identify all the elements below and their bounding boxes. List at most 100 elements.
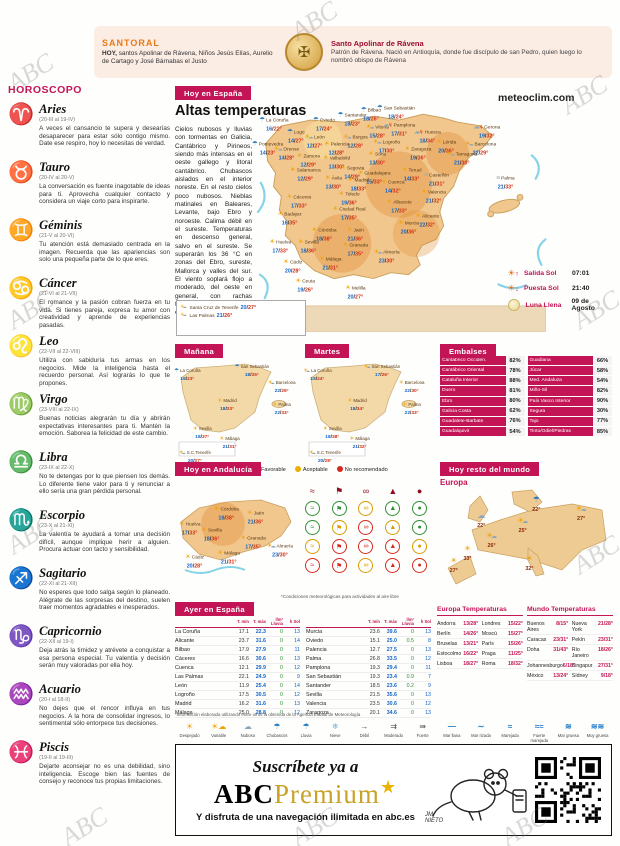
city-temp: 18/27° [463,660,479,667]
station-value: 12 [294,709,300,716]
city-name: Jaén [353,228,364,234]
station-value: 7 [428,673,431,680]
city-name: Santander [344,113,367,119]
reservoir-row: Duero 81% [440,386,525,396]
station-value: 0 [411,628,414,635]
mouse-cartoon: JM NIETO [425,750,535,830]
reservoir-percent: 78% [505,366,525,376]
sea4-icon: ≋ [565,722,572,731]
cartoon-signature: JM NIETO [425,812,444,824]
city-temps: 18/38° [325,434,340,440]
city-temp-pair: Caracas 23/31° [527,637,568,643]
max-temp: 32° [486,133,495,140]
europe-map-svg [447,489,607,585]
city-name: La Coruña [311,367,332,373]
sunset-label: Puesta Sol [524,285,559,292]
city-temp-pair: Nueva York 21/28° [572,621,613,633]
map-city: ☀Murcia 20/36° [398,212,419,236]
premium-star-icon: ★ [379,777,398,797]
min-temp: 21 [347,236,354,243]
city-temp: 31/43° [553,646,569,653]
legend-label: Lluvia [300,733,312,738]
min-temp: 21 [220,559,227,566]
yesterday-row: Málaga 25.0 28.8 0 12 [175,709,300,718]
reservoir-row: Miño-Sil 82% [527,386,612,396]
city-temps: 18/23° [344,121,360,128]
ad-text-block: Suscríbete ya a ABCPremium★ Y disfruta d… [176,757,425,823]
martes-map: ☀☁La Coruña 15/24° ☀☁San Sebastián 17/26° ☀B… [303,355,429,464]
station-value: 29.9 [255,664,266,671]
max-temp: 26° [381,372,389,378]
min-temp: 21 [453,159,460,166]
reservoir-name: Cataluña Interior [440,376,506,386]
station-name: Madrid [175,700,192,707]
map-city: ☀Segovia 14/29° [340,156,364,181]
min-temp: 20 [240,305,247,311]
map-city: ☀Sevilla 18/36° [201,519,222,543]
europe-temp: 22° [477,523,486,530]
max-temp: 28° [324,458,332,464]
reservoir-row: Cataluña Interior 88% [440,376,525,386]
sun-icon: ☀ [323,140,330,148]
city-temp-pair: México 13/24° [527,673,568,679]
legend-label: Débil [359,733,370,738]
city-name: Granada [247,536,266,542]
reservoir-percent: 82% [593,386,612,396]
city-name: La Coruña [180,367,201,373]
sun-icon: ☀ [368,149,374,157]
sign-text: La conversación es fuente inagotable de … [39,183,170,206]
reservoir-name: Guadalquivir [440,426,506,437]
horoscope-sign-escorpio: ♏ Escorpio (23-X al 21-XI) La valentía te a… [8,508,170,565]
reservoir-name: País Vasco Interior [527,396,593,406]
city-temp-pair: Buenos Aires 8/15° [527,621,568,633]
column-header: T. máx [253,619,266,625]
legend-item-sea0: — Mar llana [437,722,466,743]
reservoirs-table: Cantábrico Occiden. 82% Cantábrico Orienta… [440,356,612,437]
city-name: Huelva [276,240,292,246]
zodiac-icon-escorpio: ♏ [8,509,35,532]
city-name: Palencia [330,142,350,148]
sun-icon: ☀ [277,209,284,217]
reservoir-name: Segura [527,406,593,416]
city-name: Madrid [354,178,370,184]
yesterday-row: Logroño 17.5 30.5 0 12 [175,691,300,700]
temps-row: Doha 31/43° Río Janeiro 18/26° [527,645,613,662]
map-city: ☀☁San Sebastián 17/26° [364,355,401,378]
santoral-title: SANTORAL [102,38,160,48]
max-temp: 33° [298,203,307,210]
map-city: ☀☁Vitoria 15/28° [366,116,389,140]
map-city: ☀☁Burgos 12/28° [343,125,368,150]
legend-item-sun: ☀ Despejado [175,722,204,743]
city-temps: 20/36° [438,147,454,154]
activity-status-red: ∞ [358,520,374,535]
cloud-icon: ☁ [270,543,276,549]
legend-item-sea1: ∼ Mar rizada [466,722,495,743]
city-temps: 18/33° [220,406,235,412]
activity-status-red: ≈ [304,558,320,573]
city-temps: 17/33° [272,248,288,255]
city-temp-pair: Doha 31/43° [527,647,568,659]
sun-icon: ☀ [178,520,185,528]
activity-icon-ciclismo: ∞ [362,486,370,496]
legend-item-rain: ☂ Lluvia [292,722,321,743]
full-moon-icon [508,299,520,311]
map-city: ☁↯Huesca 18/34° [414,120,441,145]
qr-code [535,757,601,823]
city-name: Bruselas [437,640,458,647]
station-value: 12.1 [238,664,249,671]
city-name: Málaga [355,435,370,441]
city-name: Cuenca [387,180,405,186]
station-value: 0 [280,673,283,680]
max-temp: 26° [224,313,233,319]
max-temp: 27° [248,305,257,311]
min-temp: 14 [287,138,294,145]
moon-label: Luna Llena [525,301,562,309]
reservoir-percent: 81% [505,386,525,396]
city-temps: 18/37° [195,434,210,440]
fog-icon: ≡ [424,171,429,179]
city-name: Cáceres [293,195,312,201]
city-temp: 18/32° [507,660,523,667]
temps-row: Johannesburgo 6/18° Singapur 27/31° [527,661,613,672]
city-temp-pair: Andorra 13/28° [437,621,478,627]
